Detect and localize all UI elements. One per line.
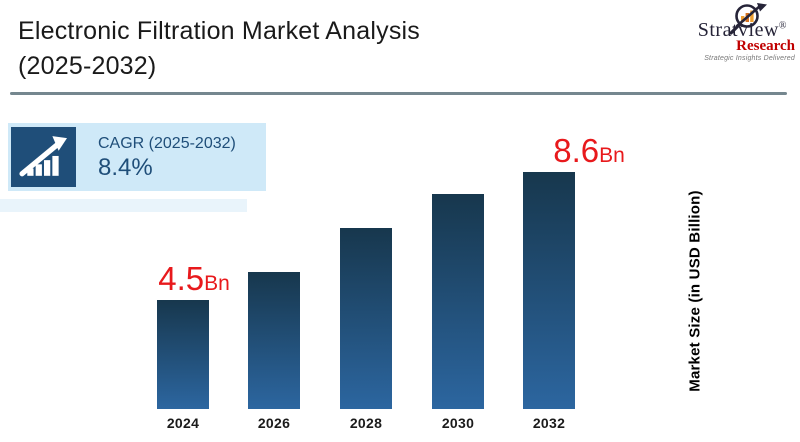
logo-wordmark-text: Stratview — [697, 19, 779, 41]
brand-logo: Stratview® Research Strategic Insights D… — [667, 0, 797, 70]
title-divider — [10, 92, 787, 95]
x-tick-2026: 2026 — [257, 415, 291, 431]
cagr-label: CAGR (2025-2032) — [98, 135, 236, 152]
logo-tagline: Strategic Insights Delivered — [704, 55, 795, 62]
cagr-value: 8.4% — [98, 154, 153, 181]
data-label-value: 8.6 — [553, 132, 600, 169]
cagr-box-reflection — [0, 199, 247, 212]
data-label-unit: Bn — [204, 272, 230, 295]
cagr-callout: CAGR (2025-2032) 8.4% — [8, 123, 266, 191]
x-tick-2032: 2032 — [532, 415, 566, 431]
logo-wordmark: Stratview® — [698, 19, 787, 42]
data-label-unit: Bn — [599, 144, 625, 167]
bar-2026 — [248, 272, 300, 409]
x-tick-2028: 2028 — [349, 415, 383, 431]
bar-2024 — [157, 300, 209, 409]
logo-subbrand: Research — [736, 38, 795, 54]
x-tick-2024: 2024 — [166, 415, 200, 431]
registered-trademark-symbol: ® — [778, 20, 787, 32]
magnifier-growth-chart-icon — [729, 3, 767, 35]
data-label-value: 4.5 — [158, 260, 205, 297]
bar-2030 — [432, 194, 484, 409]
bar-2028 — [340, 228, 392, 409]
growth-bars-arrow-icon — [11, 127, 76, 187]
page-title: Electronic Filtration Market Analysis (2… — [18, 14, 420, 84]
title-line-2: (2025-2032) — [18, 52, 157, 80]
y-axis-label: Market Size (in USD Billion) — [686, 190, 704, 392]
data-label-2032: 8.6Bn — [519, 134, 659, 168]
data-label-2024: 4.5Bn — [124, 262, 264, 296]
bar-2032 — [523, 172, 575, 409]
x-tick-2030: 2030 — [441, 415, 475, 431]
title-line-1: Electronic Filtration Market Analysis — [18, 17, 420, 45]
